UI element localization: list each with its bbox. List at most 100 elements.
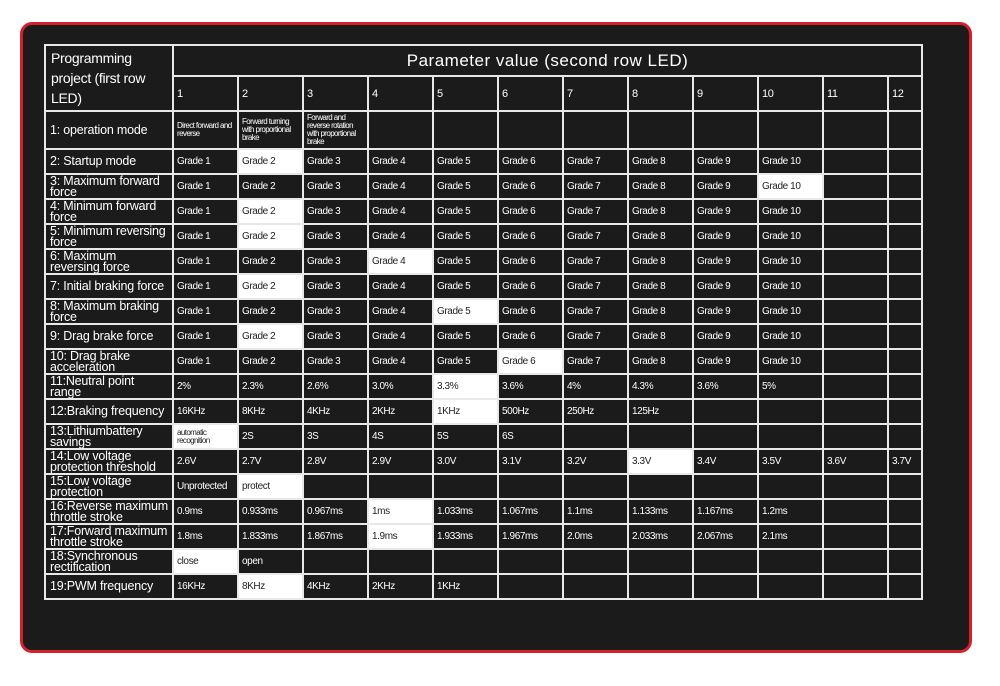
parameter-cell: Grade 6 xyxy=(497,348,564,375)
parameter-cell: 1.133ms xyxy=(627,498,694,525)
parameter-cell xyxy=(822,523,889,550)
parameter-cell: 3.6% xyxy=(692,373,759,400)
parameter-cell: Grade 3 xyxy=(302,223,369,250)
row-label: 9: Drag brake force xyxy=(44,323,174,350)
row-label: 10: Drag brake acceleration xyxy=(44,348,174,375)
parameter-cell: Grade 4 xyxy=(367,173,434,200)
parameter-cell: 2% xyxy=(172,373,239,400)
parameter-cell: 2.1ms xyxy=(757,523,824,550)
parameter-cell: 8KHz xyxy=(237,573,304,600)
parameter-cell xyxy=(886,398,924,425)
parameter-cell: Grade 7 xyxy=(562,173,629,200)
parameter-cell xyxy=(562,473,629,500)
row-label: 2: Startup mode xyxy=(44,148,174,175)
parameter-cell: 3.6% xyxy=(497,373,564,400)
parameter-cell: open xyxy=(237,548,304,575)
parameter-cell: 3.4V xyxy=(692,448,759,475)
row-label: 8: Maximum braking force xyxy=(44,298,174,325)
parameter-cell: Grade 8 xyxy=(627,348,694,375)
column-number: 5 xyxy=(432,75,499,112)
parameter-cell: 3.0% xyxy=(367,373,434,400)
parameter-cell: 1.967ms xyxy=(497,523,564,550)
parameter-cell: 1.9ms xyxy=(367,523,434,550)
parameter-cell xyxy=(692,573,759,600)
parameter-cell xyxy=(757,473,824,500)
parameter-cell xyxy=(822,173,889,200)
parameter-cell xyxy=(497,110,564,150)
parameter-cell: Grade 7 xyxy=(562,223,629,250)
parameter-cell: Grade 5 xyxy=(432,173,499,200)
column-number: 2 xyxy=(237,75,304,112)
column-number: 6 xyxy=(497,75,564,112)
parameter-cell xyxy=(432,110,499,150)
parameter-cell xyxy=(886,473,924,500)
parameter-cell: 3.2V xyxy=(562,448,629,475)
table-row: 11:Neutral point range 2% 2.3% 2.6% 3.0% 3.3%… xyxy=(44,373,924,400)
parameter-cell xyxy=(627,110,694,150)
parameter-cell: Grade 6 xyxy=(497,198,564,225)
parameter-cell: Grade 3 xyxy=(302,198,369,225)
table-row: 8: Maximum braking force Grade 1 Grade 2 Gr… xyxy=(44,298,924,325)
parameter-cell xyxy=(822,248,889,275)
parameter-cell xyxy=(822,573,889,600)
column-number: 1 xyxy=(172,75,239,112)
parameter-cell xyxy=(822,548,889,575)
parameter-cell xyxy=(886,573,924,600)
parameter-cell xyxy=(562,110,629,150)
parameter-cell: Grade 2 xyxy=(237,198,304,225)
parameter-cell xyxy=(757,548,824,575)
parameter-cell: Grade 2 xyxy=(237,223,304,250)
parameter-cell: 3.6V xyxy=(822,448,889,475)
parameter-cell: 2.0ms xyxy=(562,523,629,550)
parameter-cell xyxy=(886,548,924,575)
parameter-cell: Grade 10 xyxy=(757,248,824,275)
parameter-cell xyxy=(367,473,434,500)
table-row: 19:PWM frequency 16KHz 8KHz 4KHz 2KHz 1KHz xyxy=(44,573,924,600)
row-label: 15:Low voltage protection xyxy=(44,473,174,500)
parameter-cell: Grade 9 xyxy=(692,223,759,250)
parameter-cell: Grade 3 xyxy=(302,273,369,300)
parameter-cell: Grade 4 xyxy=(367,323,434,350)
row-label: 5: Minimum reversing force xyxy=(44,223,174,250)
parameter-cell: 5% xyxy=(757,373,824,400)
parameter-cell xyxy=(562,548,629,575)
parameter-cell: 3.5V xyxy=(757,448,824,475)
parameter-cell: Grade 8 xyxy=(627,198,694,225)
parameter-cell: Grade 5 xyxy=(432,298,499,325)
parameter-cell xyxy=(886,498,924,525)
parameter-cell: Grade 7 xyxy=(562,148,629,175)
parameter-cell: Grade 6 xyxy=(497,173,564,200)
parameter-cell: Grade 6 xyxy=(497,323,564,350)
parameter-cell xyxy=(302,548,369,575)
parameter-cell: 1.933ms xyxy=(432,523,499,550)
project-header: Programming project (first row LED) xyxy=(44,44,174,112)
parameter-cell: Grade 10 xyxy=(757,223,824,250)
parameter-cell: Grade 7 xyxy=(562,323,629,350)
row-label: 19:PWM frequency xyxy=(44,573,174,600)
parameter-cell xyxy=(886,110,924,150)
parameter-cell: Grade 2 xyxy=(237,298,304,325)
parameter-cell: Grade 10 xyxy=(757,273,824,300)
parameter-cell xyxy=(692,548,759,575)
programming-table: Programming project (first row LED) Para… xyxy=(44,43,924,600)
parameter-cell: Grade 5 xyxy=(432,148,499,175)
parameter-cell: Grade 6 xyxy=(497,223,564,250)
parameter-cell: 4KHz xyxy=(302,398,369,425)
table-row: 18:Synchronous rectification close open xyxy=(44,548,924,575)
parameter-cell xyxy=(692,398,759,425)
parameter-cell xyxy=(822,398,889,425)
row-label: 7: Initial braking force xyxy=(44,273,174,300)
parameter-cell: Grade 5 xyxy=(432,323,499,350)
row-label: 17:Forward maximum throttle stroke xyxy=(44,523,174,550)
parameter-cell xyxy=(497,548,564,575)
parameter-cell: Grade 2 xyxy=(237,248,304,275)
parameter-cell: 16KHz xyxy=(172,398,239,425)
parameter-cell: Unprotected xyxy=(172,473,239,500)
parameter-cell: Grade 2 xyxy=(237,173,304,200)
parameter-cell xyxy=(822,198,889,225)
parameter-cell: Grade 7 xyxy=(562,248,629,275)
parameter-cell xyxy=(432,548,499,575)
parameter-cell: Grade 9 xyxy=(692,248,759,275)
parameter-cell: Grade 4 xyxy=(367,298,434,325)
parameter-cell xyxy=(886,223,924,250)
